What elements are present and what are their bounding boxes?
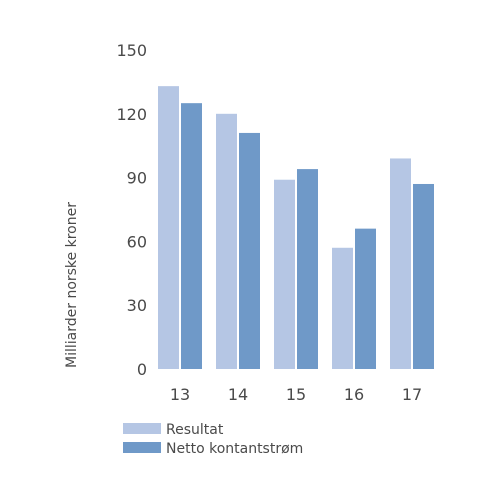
bar-resultat-16	[332, 247, 353, 369]
bar-resultat-15	[274, 179, 295, 369]
legend: Resultat Netto kontantstrøm	[123, 422, 303, 457]
x-tick-label-13: 13	[170, 385, 190, 404]
y-tick-label-90: 90	[127, 169, 147, 188]
x-axis-ticks: 13 14 15 16 17	[170, 385, 422, 404]
bar-netto-kontantstrom-15	[297, 169, 318, 369]
bar-netto-kontantstrom-17	[413, 183, 434, 369]
legend-swatch-resultat	[123, 423, 161, 434]
bar-resultat-14	[216, 113, 237, 369]
bar-netto-kontantstrom-13	[181, 103, 202, 370]
bar-resultat-13	[158, 86, 179, 370]
bar-resultat-17	[390, 158, 411, 369]
legend-label-netto-kontantstrom: Netto kontantstrøm	[166, 441, 303, 457]
x-tick-label-16: 16	[344, 385, 364, 404]
x-tick-label-15: 15	[286, 385, 306, 404]
y-axis-title: Milliarder norske kroner	[64, 202, 80, 368]
x-tick-label-14: 14	[228, 385, 248, 404]
y-tick-label-150: 150	[116, 41, 147, 60]
y-tick-label-30: 30	[127, 296, 147, 315]
bar-netto-kontantstrom-16	[355, 228, 376, 369]
y-tick-label-60: 60	[127, 232, 147, 251]
bar-netto-kontantstrom-14	[239, 132, 260, 369]
y-tick-label-0: 0	[137, 360, 147, 379]
y-tick-label-120: 120	[116, 105, 147, 124]
legend-swatch-netto-kontantstrom	[123, 442, 161, 453]
x-tick-label-17: 17	[402, 385, 422, 404]
y-axis-ticks: 0 30 60 90 120 150	[116, 41, 147, 379]
legend-label-resultat: Resultat	[166, 422, 224, 438]
bars	[158, 86, 434, 370]
